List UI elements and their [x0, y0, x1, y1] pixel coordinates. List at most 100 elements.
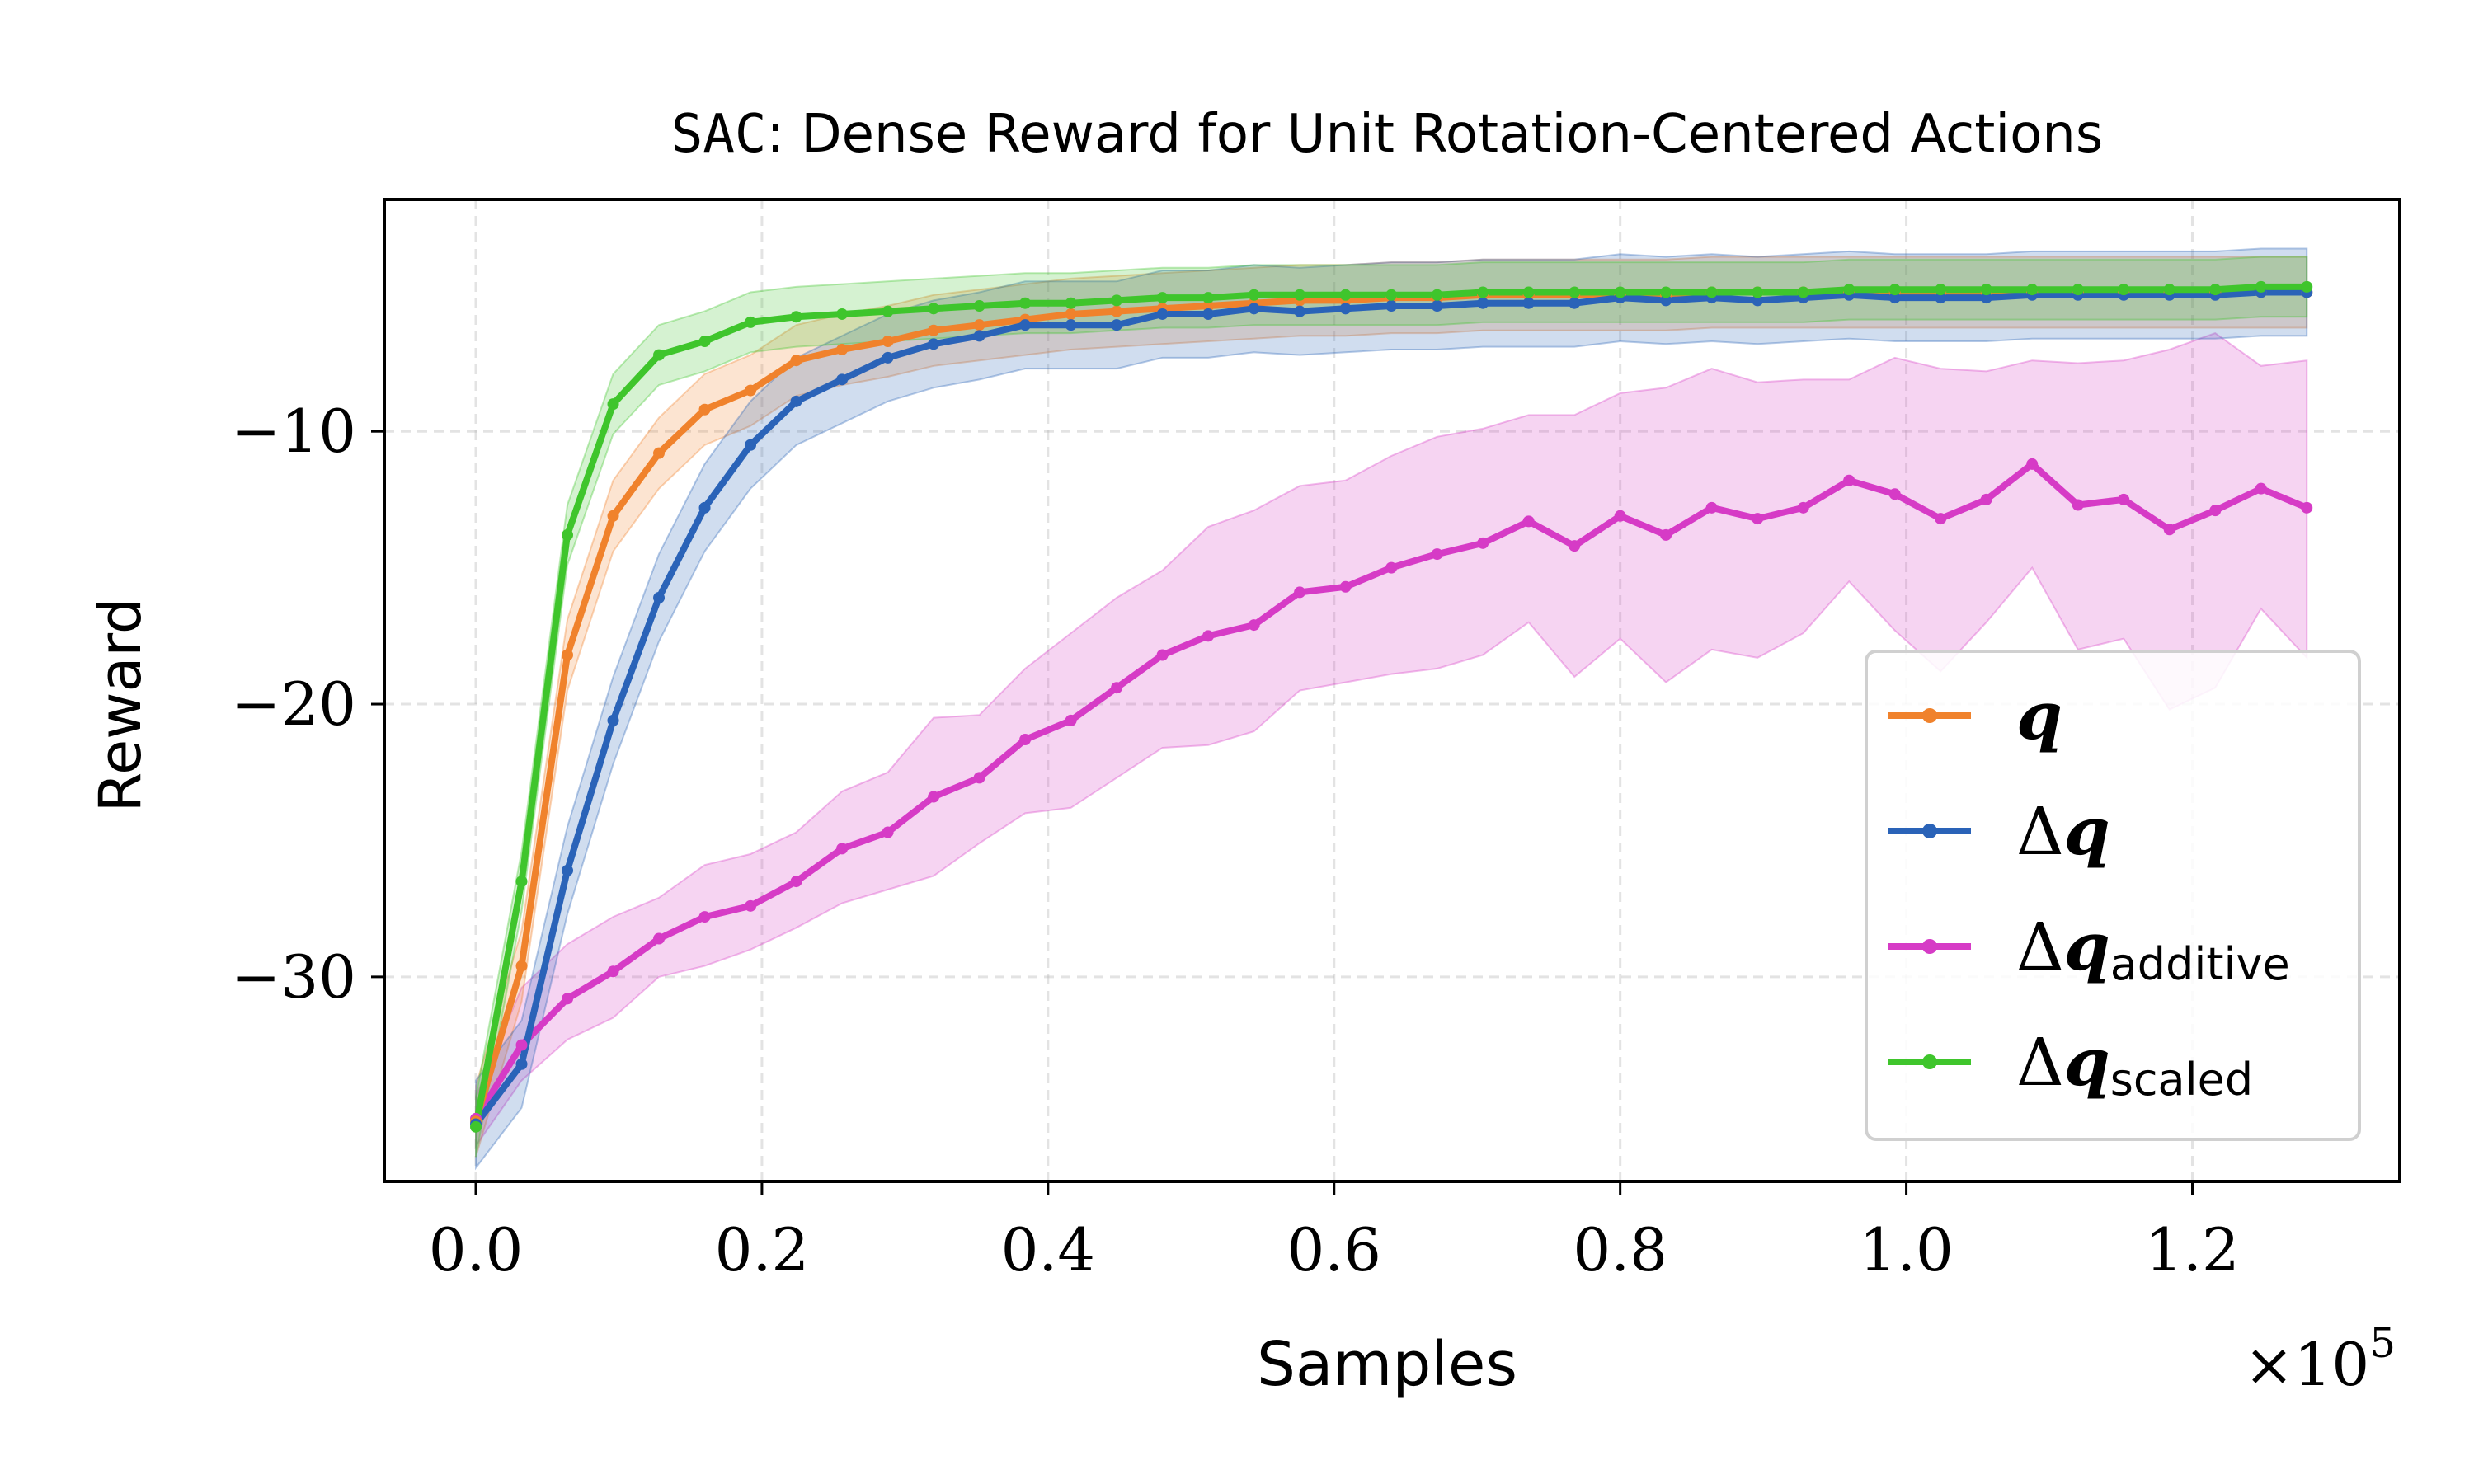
x-tick-label-1: 0.2 [715, 1215, 810, 1284]
point-Δq_scaled-25 [1614, 286, 1626, 298]
point-Δq_additive-3 [607, 965, 619, 978]
point-Δq_scaled-19 [1339, 289, 1352, 301]
point-Δq_scaled-10 [928, 303, 940, 315]
point-Δq_scaled-13 [1065, 297, 1077, 309]
point-Δq_scaled-0 [470, 1120, 482, 1133]
point-q-9 [882, 336, 894, 348]
point-Δq_additive-26 [1660, 528, 1672, 541]
point-Δq-3 [607, 714, 619, 726]
point-Δq_additive-2 [562, 993, 574, 1005]
plot-area-frame [383, 198, 2401, 1183]
point-q-2 [562, 649, 574, 661]
y-tick-label-1: −20 [231, 669, 356, 739]
point-Δq_additive-40 [2301, 501, 2313, 514]
point-Δq_additive-37 [2163, 524, 2175, 536]
point-Δq-18 [1294, 305, 1306, 317]
point-q-1 [515, 960, 528, 972]
point-Δq-10 [928, 338, 940, 350]
point-Δq-6 [745, 439, 757, 451]
point-Δq_scaled-18 [1294, 289, 1306, 301]
point-Δq-9 [882, 351, 894, 364]
y-axis-label: Reward [87, 598, 154, 813]
legend-q-Δq: q [2064, 792, 2110, 870]
point-Δq-16 [1202, 308, 1215, 320]
point-Δq_additive-25 [1614, 510, 1626, 522]
point-Δq_scaled-12 [1019, 297, 1032, 309]
point-Δq_additive-16 [1202, 630, 1215, 642]
legend-subscript-Δq_scaled: scaled [2110, 1054, 2253, 1106]
point-Δq_additive-28 [1752, 513, 1764, 525]
point-Δq_scaled-33 [1980, 284, 1992, 296]
point-Δq-17 [1248, 303, 1260, 315]
legend-marker-Δq_scaled [1922, 1054, 1937, 1069]
x-tick-label-2: 0.4 [1001, 1215, 1096, 1284]
point-Δq-21 [1431, 300, 1443, 312]
point-Δq_scaled-11 [973, 300, 985, 312]
point-Δq_additive-29 [1797, 501, 1809, 514]
legend-delta-Δq_scaled: Δ [2016, 1024, 2064, 1101]
x-tick-label-0: 0.0 [429, 1215, 524, 1284]
legend-marker-q [1922, 708, 1937, 723]
point-Δq_additive-9 [882, 826, 894, 838]
point-Δq_scaled-9 [882, 305, 894, 317]
point-Δq_additive-32 [1935, 513, 1947, 525]
legend-label-Δq_scaled: Δqscaled [2016, 1023, 2253, 1106]
point-Δq_additive-38 [2209, 505, 2222, 517]
x-tick-label-4: 0.8 [1573, 1215, 1667, 1284]
point-Δq-20 [1385, 300, 1398, 312]
legend-delta-Δq: Δ [2016, 793, 2064, 870]
point-Δq_scaled-15 [1156, 292, 1169, 304]
point-q-14 [1111, 305, 1123, 317]
point-Δq_scaled-14 [1111, 294, 1123, 307]
legend-delta-Δq_additive: Δ [2016, 909, 2064, 985]
point-q-16 [1202, 300, 1215, 312]
point-Δq_scaled-26 [1660, 286, 1672, 298]
point-Δq-8 [836, 373, 849, 386]
point-q-5 [698, 403, 711, 416]
point-Δq_scaled-36 [2118, 284, 2130, 296]
point-q-6 [745, 384, 757, 397]
point-Δq_additive-7 [790, 876, 802, 888]
point-Δq-4 [653, 592, 666, 604]
point-Δq_scaled-24 [1569, 286, 1581, 298]
point-Δq_additive-20 [1385, 561, 1398, 574]
point-Δq-23 [1522, 297, 1535, 309]
point-Δq_scaled-21 [1431, 289, 1443, 301]
point-Δq-13 [1065, 319, 1077, 331]
point-Δq_scaled-4 [653, 349, 666, 361]
point-Δq_scaled-3 [607, 398, 619, 411]
point-Δq_scaled-17 [1248, 289, 1260, 301]
point-Δq-14 [1111, 319, 1123, 331]
point-Δq_additive-22 [1477, 537, 1489, 549]
point-q-8 [836, 343, 849, 355]
legend-q-Δq_scaled: q [2064, 1023, 2110, 1101]
legend-label-q: q [2016, 677, 2062, 754]
legend-q-q: q [2016, 677, 2062, 754]
point-Δq_scaled-28 [1752, 286, 1764, 298]
point-Δq_scaled-8 [836, 308, 849, 320]
point-Δq-1 [515, 1058, 528, 1070]
point-Δq_scaled-27 [1705, 286, 1718, 298]
x-axis-scale-factor: ×105 [2244, 1319, 2396, 1399]
point-Δq_additive-13 [1065, 714, 1077, 726]
point-Δq_additive-18 [1294, 586, 1306, 599]
point-Δq_scaled-20 [1385, 289, 1398, 301]
point-Δq_scaled-39 [2255, 280, 2267, 293]
point-Δq_additive-36 [2118, 493, 2130, 505]
y-tick-label-2: −30 [231, 942, 356, 1012]
point-Δq_additive-35 [2072, 499, 2084, 511]
point-Δq_additive-24 [1569, 540, 1581, 552]
point-Δq-11 [973, 330, 985, 342]
point-Δq_additive-5 [698, 911, 711, 923]
point-Δq_scaled-6 [745, 316, 757, 328]
legend-q-Δq_additive: q [2064, 908, 2110, 985]
point-Δq_additive-6 [745, 899, 757, 912]
point-Δq_scaled-40 [2301, 280, 2313, 293]
x-tick-label-5: 1.0 [1859, 1215, 1954, 1284]
point-q-13 [1065, 308, 1077, 320]
point-Δq_scaled-34 [2026, 284, 2039, 296]
point-Δq-7 [790, 395, 802, 407]
